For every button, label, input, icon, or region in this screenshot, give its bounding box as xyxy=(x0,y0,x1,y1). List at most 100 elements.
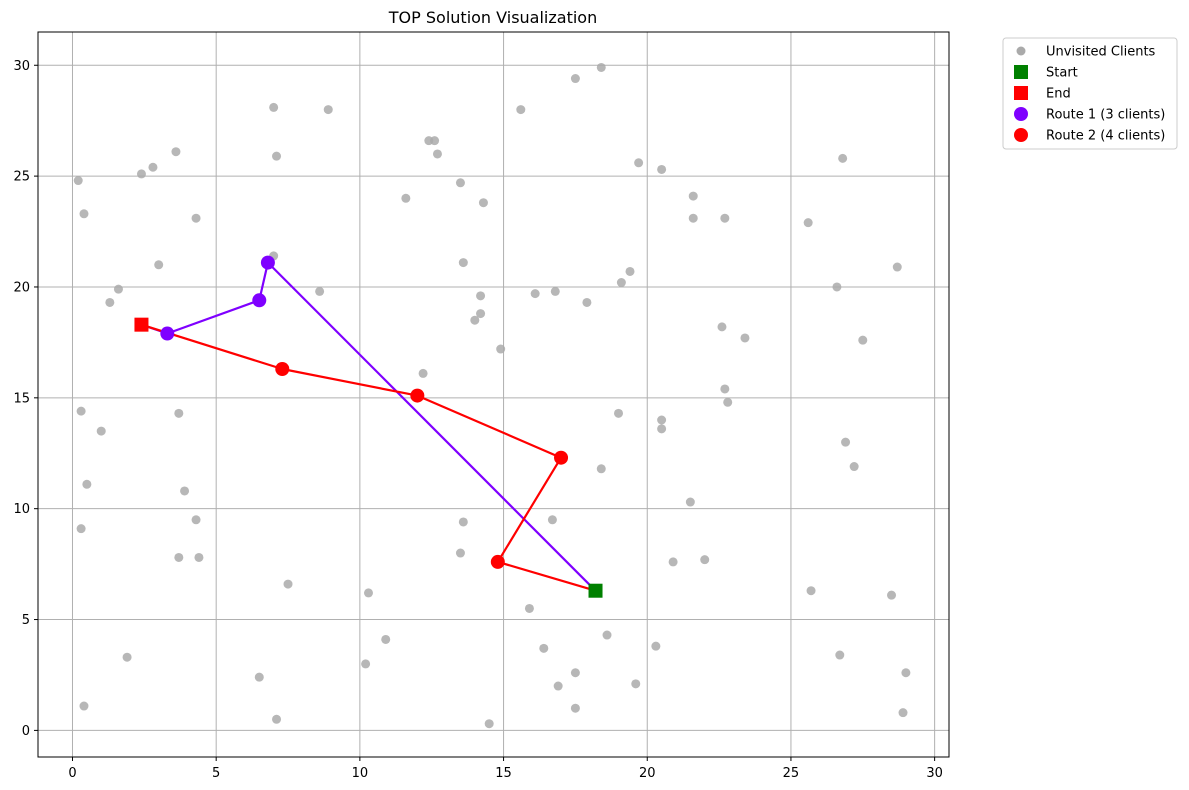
unvisited-client-point xyxy=(616,278,626,288)
unvisited-client-point xyxy=(657,415,667,425)
unvisited-client-point xyxy=(76,524,86,534)
unvisited-client-point xyxy=(363,588,373,598)
unvisited-client-point xyxy=(530,289,540,299)
unvisited-client-point xyxy=(191,213,201,223)
unvisited-client-point xyxy=(657,424,667,434)
unvisited-client-point xyxy=(272,714,282,724)
unvisited-client-point xyxy=(631,679,641,689)
unvisited-client-point xyxy=(455,548,465,558)
route-2-client-point xyxy=(410,388,425,403)
unvisited-client-point xyxy=(570,668,580,678)
unvisited-client-point xyxy=(887,590,897,600)
unvisited-client-point xyxy=(550,286,560,296)
unvisited-client-point xyxy=(717,322,727,332)
unvisited-client-point xyxy=(838,153,848,163)
unvisited-client-point xyxy=(73,176,83,186)
unvisited-client-point xyxy=(740,333,750,343)
unvisited-client-point xyxy=(688,191,698,201)
unvisited-client-point xyxy=(700,555,710,565)
x-tick-label: 25 xyxy=(783,766,800,781)
unvisited-client-point xyxy=(898,708,908,718)
unvisited-client-point xyxy=(283,579,293,589)
unvisited-client-point xyxy=(596,464,606,474)
legend-marker xyxy=(1014,107,1028,121)
unvisited-client-point xyxy=(685,497,695,507)
unvisited-client-point xyxy=(96,426,106,436)
unvisited-client-point xyxy=(79,209,89,219)
y-tick-label: 10 xyxy=(13,502,30,517)
unvisited-client-point xyxy=(841,437,851,447)
unvisited-client-point xyxy=(476,309,486,319)
unvisited-client-point xyxy=(171,147,181,157)
x-tick-label: 5 xyxy=(212,766,220,781)
route-1-client-point xyxy=(252,293,267,308)
unvisited-client-point xyxy=(154,260,164,270)
unvisited-client-point xyxy=(570,703,580,713)
unvisited-client-point xyxy=(361,659,371,669)
unvisited-client-point xyxy=(105,297,115,307)
unvisited-client-point xyxy=(174,552,184,562)
unvisited-client-point xyxy=(430,136,440,146)
legend-label: Route 2 (4 clients) xyxy=(1046,129,1165,144)
unvisited-client-point xyxy=(720,384,730,394)
x-tick-label: 20 xyxy=(639,766,656,781)
unvisited-client-point xyxy=(432,149,442,159)
unvisited-client-point xyxy=(596,62,606,72)
unvisited-client-point xyxy=(570,74,580,84)
points xyxy=(73,62,911,729)
unvisited-client-point xyxy=(614,408,624,418)
legend-marker xyxy=(1016,46,1026,56)
unvisited-client-point xyxy=(458,258,468,268)
y-tick-label: 15 xyxy=(13,391,30,406)
unvisited-client-point xyxy=(455,178,465,188)
unvisited-client-point xyxy=(401,193,411,203)
unvisited-client-point xyxy=(269,102,279,112)
legend-label: End xyxy=(1046,87,1071,102)
unvisited-client-point xyxy=(547,515,557,525)
unvisited-client-point xyxy=(625,266,635,276)
unvisited-client-point xyxy=(582,297,592,307)
unvisited-client-point xyxy=(272,151,282,161)
x-tick-label: 30 xyxy=(926,766,943,781)
unvisited-client-point xyxy=(901,668,911,678)
unvisited-client-point xyxy=(148,162,158,172)
unvisited-client-point xyxy=(516,105,526,115)
unvisited-client-point xyxy=(553,681,563,691)
y-tick-label: 0 xyxy=(22,724,30,739)
legend-marker xyxy=(1014,65,1028,79)
y-tick-label: 30 xyxy=(13,59,30,74)
y-tick-label: 25 xyxy=(13,170,30,185)
unvisited-client-point xyxy=(82,479,92,489)
unvisited-client-point xyxy=(602,630,612,640)
unvisited-client-point xyxy=(484,719,494,729)
unvisited-client-point xyxy=(79,701,89,711)
unvisited-client-point xyxy=(418,368,428,378)
unvisited-client-point xyxy=(323,105,333,115)
unvisited-client-point xyxy=(496,344,506,354)
start-marker xyxy=(588,583,603,598)
unvisited-client-point xyxy=(720,213,730,223)
legend-marker xyxy=(1014,86,1028,100)
unvisited-client-point xyxy=(381,634,391,644)
end-marker xyxy=(134,317,149,332)
y-tick-label: 20 xyxy=(13,280,30,295)
unvisited-client-point xyxy=(849,462,859,472)
unvisited-client-point xyxy=(136,169,146,179)
unvisited-client-point xyxy=(832,282,842,292)
unvisited-client-point xyxy=(194,552,204,562)
unvisited-client-point xyxy=(254,672,264,682)
unvisited-client-point xyxy=(806,586,816,596)
legend: Unvisited Clients Start End Route 1 (3 clie… xyxy=(1002,37,1178,150)
y-tick-label: 5 xyxy=(22,613,30,628)
unvisited-client-point xyxy=(668,557,678,567)
x-tick-label: 15 xyxy=(495,766,512,781)
route-2-line xyxy=(141,323,596,592)
unvisited-client-point xyxy=(539,643,549,653)
legend-marker xyxy=(1014,128,1028,142)
unvisited-client-point xyxy=(688,213,698,223)
unvisited-client-point xyxy=(470,315,480,325)
unvisited-client-point xyxy=(315,286,325,296)
route-2-client-point xyxy=(554,450,569,465)
unvisited-client-point xyxy=(458,517,468,527)
